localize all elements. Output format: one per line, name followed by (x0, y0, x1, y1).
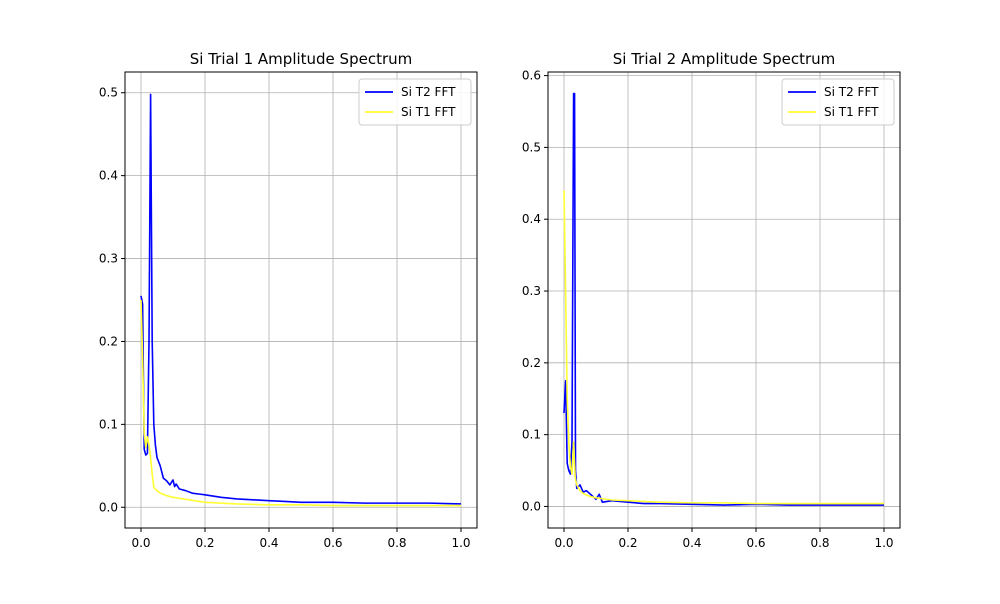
series-line-si-t1-fft (563, 190, 884, 505)
x-tick-label: 0.2 (195, 536, 214, 550)
legend-label: Si T2 FFT (401, 85, 456, 99)
y-tick-label: 0.6 (522, 69, 541, 83)
y-tick-label: 0.2 (522, 356, 541, 370)
series-group (563, 92, 884, 506)
chart-panel-1: 0.0 0.2 0.4 0.6 0.8 1.0 0.0 0.1 0.2 0.3 0.4 0.5 Si T… (99, 50, 478, 550)
legend: Si T2 FFT Si T1 FFT (781, 78, 895, 126)
y-tick-label: 0.1 (522, 428, 541, 442)
y-tick-label: 0.3 (522, 284, 541, 298)
legend: Si T2 FFT Si T1 FFT (358, 78, 472, 126)
x-tick-label: 0.2 (618, 536, 637, 550)
chart-title: Si Trial 2 Amplitude Spectrum (613, 50, 836, 68)
y-tick-label: 0.0 (99, 500, 118, 514)
x-tick-label: 0.4 (682, 536, 701, 550)
y-tick-label: 0.0 (522, 499, 541, 513)
x-tick-label: 0.0 (554, 536, 573, 550)
x-tick-label: 0.4 (259, 536, 278, 550)
series-line-si-t1-fft (140, 299, 461, 507)
y-tick-label: 0.1 (99, 417, 118, 431)
x-tick-label: 0.6 (323, 536, 342, 550)
x-tick-label: 0.8 (387, 536, 406, 550)
x-tick-label: 0.6 (746, 536, 765, 550)
legend-label: Si T1 FFT (401, 105, 456, 119)
y-tick-label: 0.3 (99, 252, 118, 266)
x-tick-label: 1.0 (874, 536, 893, 550)
y-tick-label: 0.5 (99, 86, 118, 100)
x-tick-label: 0.8 (810, 536, 829, 550)
y-tick-label: 0.4 (99, 169, 118, 183)
legend-label: Si T2 FFT (824, 85, 879, 99)
plot-frame (124, 71, 478, 529)
y-tick-label: 0.5 (522, 140, 541, 154)
series-line-si-t2-fft (140, 93, 462, 505)
x-tick-label: 0.0 (131, 536, 150, 550)
legend-label: Si T1 FFT (824, 105, 879, 119)
chart-panel-2: 0.0 0.2 0.4 0.6 0.8 1.0 0.0 0.1 0.2 0.3 0.4 0.5 0.6 S… (522, 50, 901, 550)
series-group (140, 93, 462, 507)
y-tick-label: 0.2 (99, 334, 118, 348)
x-tick-label: 1.0 (451, 536, 470, 550)
legend-box (781, 78, 895, 126)
plot-frame (547, 71, 901, 529)
y-tick-label: 0.4 (522, 212, 541, 226)
legend-box (358, 78, 472, 126)
chart-title: Si Trial 1 Amplitude Spectrum (190, 50, 413, 68)
